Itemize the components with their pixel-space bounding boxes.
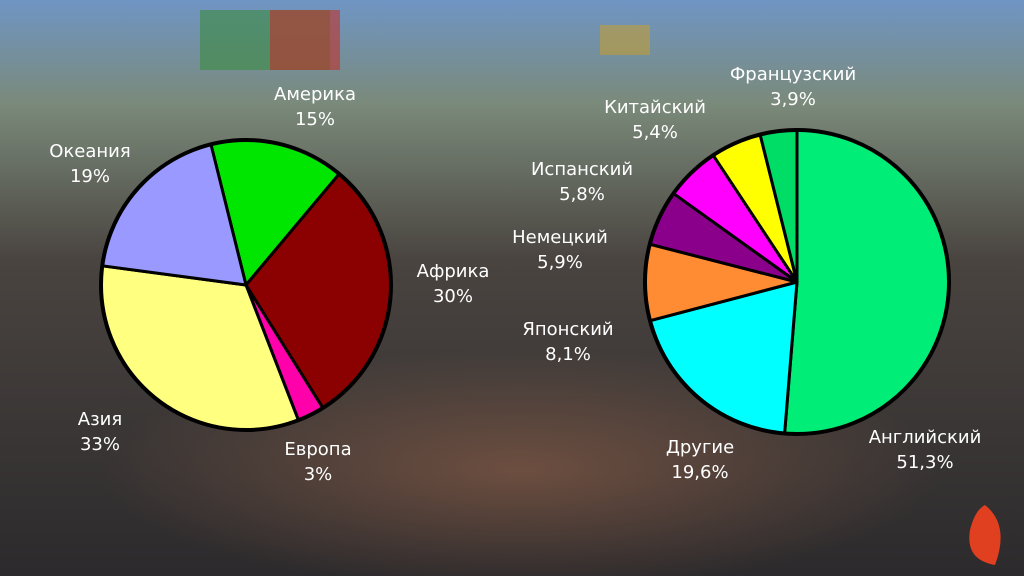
slice-value: 19% — [70, 166, 110, 187]
slice-label: Африка — [417, 261, 490, 282]
slice-value: 30% — [433, 286, 473, 307]
slice-value: 5,9% — [537, 252, 583, 273]
logo — [969, 505, 1001, 565]
slice-value: 19,6% — [671, 462, 728, 483]
slice-label: Океания — [49, 141, 130, 162]
slice-label: Французский — [730, 64, 856, 85]
slice-label: Европа — [284, 439, 351, 460]
slice-value: 15% — [295, 109, 335, 130]
slice-label: Японский — [522, 319, 613, 340]
slice-label: Немецкий — [512, 227, 608, 248]
slice-value: 8,1% — [545, 344, 591, 365]
slice-label: Английский — [869, 427, 982, 448]
pie-outline — [99, 138, 393, 432]
slice-label: Испанский — [531, 159, 633, 180]
flag — [270, 10, 340, 70]
slice-label: Америка — [274, 84, 356, 105]
pie-outline — [643, 128, 951, 436]
slice-label: Китайский — [604, 97, 706, 118]
slice-value: 5,4% — [632, 122, 678, 143]
slice-value: 3% — [304, 464, 333, 485]
slice-value: 51,3% — [896, 452, 953, 473]
slice-value: 3,9% — [770, 89, 816, 110]
slice-value: 33% — [80, 434, 120, 455]
slice-label: Азия — [78, 409, 122, 430]
flag — [600, 25, 650, 55]
charts: Америка 15% Африка 30% Европа 3% Азия 33% Океани… — [49, 64, 981, 485]
slice-value: 5,8% — [559, 184, 605, 205]
slice-label: Другие — [666, 437, 734, 458]
